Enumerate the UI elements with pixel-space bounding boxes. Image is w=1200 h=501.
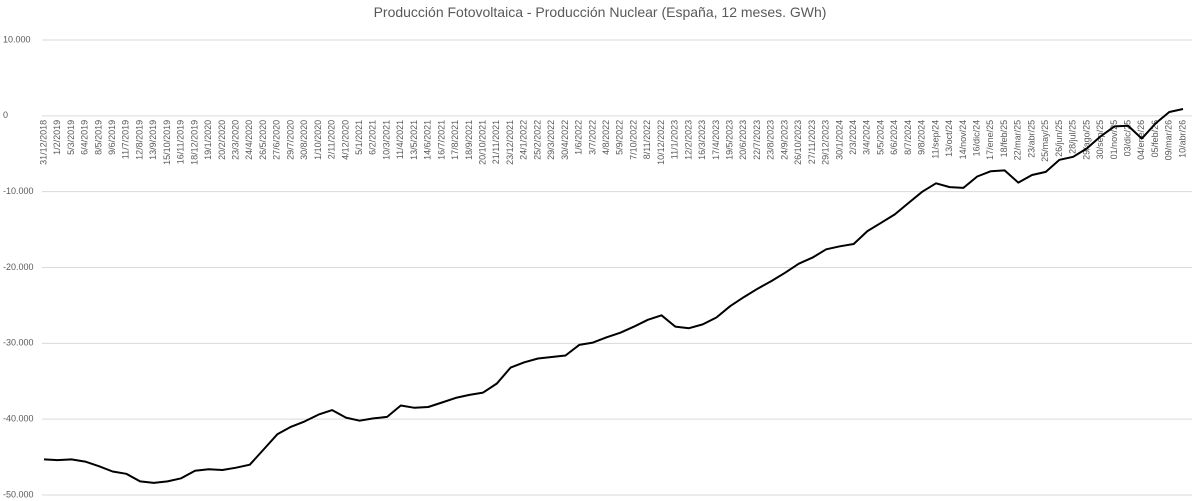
x-tick-label: 24/1/2022 bbox=[519, 120, 529, 160]
x-tick-label: 04/ene/26 bbox=[1136, 120, 1146, 160]
x-tick-label: 13/9/2019 bbox=[148, 120, 158, 160]
x-tick-label: 11/7/2019 bbox=[121, 120, 131, 159]
x-tick-label: 18/9/2021 bbox=[464, 120, 474, 160]
x-tick-label: 2/11/2020 bbox=[327, 120, 337, 159]
x-tick-label: 6/2/2021 bbox=[368, 120, 378, 155]
x-tick-label: 31/12/2018 bbox=[38, 120, 48, 165]
x-tick-label: 29/7/2020 bbox=[285, 120, 295, 160]
x-tick-label: 17/ene/25 bbox=[985, 120, 995, 160]
x-tick-label: 19/5/2023 bbox=[725, 120, 735, 160]
x-tick-label: 20/2/2020 bbox=[217, 120, 227, 160]
x-tick-label: 29/ago/25 bbox=[1081, 120, 1091, 160]
x-tick-label: 8/7/2024 bbox=[903, 120, 913, 155]
x-tick-label: 18/feb/25 bbox=[999, 120, 1009, 158]
x-tick-label: 12/2/2023 bbox=[683, 120, 693, 160]
x-tick-label: 16/3/2023 bbox=[697, 120, 707, 160]
x-tick-label: 9/6/2019 bbox=[107, 120, 117, 155]
chart-title: Producción Fotovoltaica - Producción Nuc… bbox=[374, 4, 827, 20]
x-tick-label: 5/9/2022 bbox=[615, 120, 625, 155]
x-tick-label: 7/10/2022 bbox=[628, 120, 638, 160]
y-tick-label: 10.000 bbox=[3, 34, 31, 44]
x-tick-label: 16/7/2021 bbox=[436, 120, 446, 160]
x-tick-label: 11/sep/24 bbox=[930, 120, 940, 159]
x-tick-label: 28/jul/25 bbox=[1068, 120, 1078, 154]
x-tick-label: 30/4/2022 bbox=[560, 120, 570, 160]
x-tick-label: 5/3/2019 bbox=[66, 120, 76, 155]
x-tick-label: 10/abr/26 bbox=[1177, 120, 1187, 158]
x-tick-label: 24/9/2023 bbox=[779, 120, 789, 160]
x-tick-label: 25/may/25 bbox=[1040, 120, 1050, 162]
x-tick-label: 5/1/2021 bbox=[354, 120, 364, 155]
x-tick-label: 25/2/2022 bbox=[532, 120, 542, 160]
x-tick-label: 10/3/2021 bbox=[381, 120, 391, 160]
x-tick-label: 16/dic/24 bbox=[972, 120, 982, 157]
x-tick-label: 29/3/2022 bbox=[546, 120, 556, 160]
x-tick-label: 3/4/2024 bbox=[862, 120, 872, 155]
x-tick-label: 09/mar/26 bbox=[1164, 120, 1174, 161]
x-tick-label: 19/1/2020 bbox=[203, 120, 213, 160]
x-tick-label: 1/2/2019 bbox=[52, 120, 62, 155]
y-tick-label: -30.000 bbox=[3, 338, 34, 348]
x-tick-label: 3/7/2022 bbox=[587, 120, 597, 155]
x-tick-label: 21/11/2021 bbox=[491, 120, 501, 164]
x-tick-label: 1/6/2022 bbox=[574, 120, 584, 155]
x-tick-label: 22/mar/25 bbox=[1013, 120, 1023, 161]
x-tick-label: 4/12/2020 bbox=[340, 120, 350, 160]
x-tick-label: 30/sep/25 bbox=[1095, 120, 1105, 160]
x-tick-label: 29/12/2023 bbox=[821, 120, 831, 165]
x-tick-label: 23/12/2021 bbox=[505, 120, 515, 165]
y-tick-label: 0 bbox=[3, 110, 8, 120]
x-tick-label: 26/5/2020 bbox=[258, 120, 268, 160]
x-tick-label: 23/8/2023 bbox=[766, 120, 776, 160]
x-tick-label: 13/oct/24 bbox=[944, 120, 954, 157]
x-tick-label: 5/5/2024 bbox=[875, 120, 885, 155]
x-tick-label: 11/1/2023 bbox=[670, 120, 680, 159]
x-tick-label: 20/10/2021 bbox=[478, 120, 488, 165]
x-tick-label: 15/10/2019 bbox=[162, 120, 172, 165]
x-tick-label: 23/3/2020 bbox=[230, 120, 240, 160]
x-tick-label: 18/12/2019 bbox=[189, 120, 199, 165]
x-tick-label: 27/11/2023 bbox=[807, 120, 817, 164]
x-tick-label: 30/8/2020 bbox=[299, 120, 309, 160]
x-tick-label: 4/8/2022 bbox=[601, 120, 611, 155]
x-tick-label: 13/5/2021 bbox=[409, 120, 419, 160]
x-tick-label: 17/8/2021 bbox=[450, 120, 460, 160]
x-tick-label: 14/nov/24 bbox=[958, 120, 968, 160]
x-tick-label: 2/3/2024 bbox=[848, 120, 858, 155]
x-tick-label: 05/feb/26 bbox=[1150, 120, 1160, 158]
x-tick-label: 11/4/2021 bbox=[395, 120, 405, 159]
x-tick-label: 23/abr/25 bbox=[1026, 120, 1036, 158]
x-tick-label: 9/8/2024 bbox=[917, 120, 927, 155]
x-tick-label: 27/6/2020 bbox=[272, 120, 282, 160]
x-tick-label: 8/11/2022 bbox=[642, 120, 652, 159]
y-tick-label: -50.000 bbox=[3, 489, 34, 499]
x-tick-label: 8/5/2019 bbox=[93, 120, 103, 155]
x-tick-label: 24/4/2020 bbox=[244, 120, 254, 160]
y-tick-label: -40.000 bbox=[3, 414, 34, 424]
y-tick-label: -20.000 bbox=[3, 262, 34, 272]
x-tick-label: 03/dic/25 bbox=[1122, 120, 1132, 157]
x-tick-label: 6/6/2024 bbox=[889, 120, 899, 155]
x-tick-label: 16/11/2019 bbox=[176, 120, 186, 164]
x-tick-label: 26/10/2023 bbox=[793, 120, 803, 165]
x-tick-label: 22/7/2023 bbox=[752, 120, 762, 160]
x-tick-label: 30/1/2024 bbox=[834, 120, 844, 160]
x-tick-label: 1/10/2020 bbox=[313, 120, 323, 160]
x-tick-label: 20/6/2023 bbox=[738, 120, 748, 160]
x-tick-label: 14/6/2021 bbox=[423, 120, 433, 160]
x-tick-label: 12/8/2019 bbox=[134, 120, 144, 160]
x-tick-label: 01/nov/25 bbox=[1109, 120, 1119, 160]
x-tick-label: 26/jun/25 bbox=[1054, 120, 1064, 157]
x-tick-label: 6/4/2019 bbox=[80, 120, 90, 155]
x-tick-label: 17/4/2023 bbox=[711, 120, 721, 160]
data-line bbox=[43, 108, 1184, 484]
y-tick-label: -10.000 bbox=[3, 186, 34, 196]
x-tick-label: 10/12/2022 bbox=[656, 120, 666, 165]
